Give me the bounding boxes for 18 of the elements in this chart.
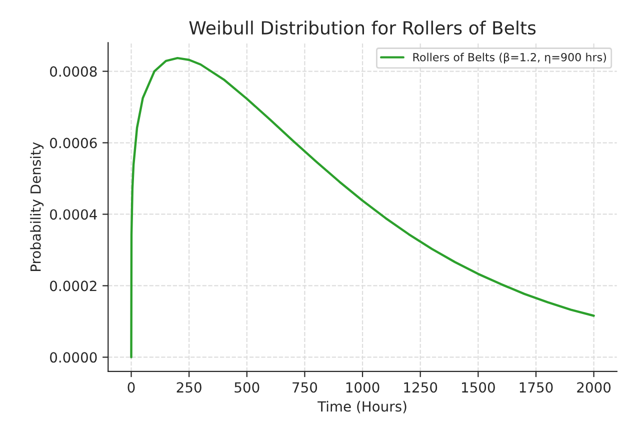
y-axis-title: Probability Density	[30, 142, 44, 272]
chart-title: Weibull Distribution for Rollers of Belts	[189, 20, 536, 35]
x-tick-label: 500	[234, 382, 260, 393]
legend-label: Rollers of Belts (β=1.2, η=900 hrs)	[413, 52, 606, 64]
y-tick-label: 0.0006	[50, 138, 97, 148]
x-tick-label: 1250	[404, 382, 438, 393]
x-tick-label: 1000	[346, 382, 380, 393]
y-tick-label: 0.0002	[50, 280, 96, 292]
y-tick-label: 0.0004	[50, 209, 97, 220]
x-tick-label: 1750	[520, 382, 553, 393]
x-tick-label: 2000	[577, 382, 611, 393]
y-tick-label: 0.0000	[50, 352, 97, 363]
x-tick-label: 1500	[462, 382, 495, 393]
x-axis-title: Time (Hours)	[318, 400, 406, 414]
x-tick-label: 750	[292, 382, 318, 393]
x-tick-label: 0	[128, 382, 135, 393]
x-tick-label: 250	[176, 382, 202, 393]
y-tick-label: 0.0008	[50, 66, 97, 77]
